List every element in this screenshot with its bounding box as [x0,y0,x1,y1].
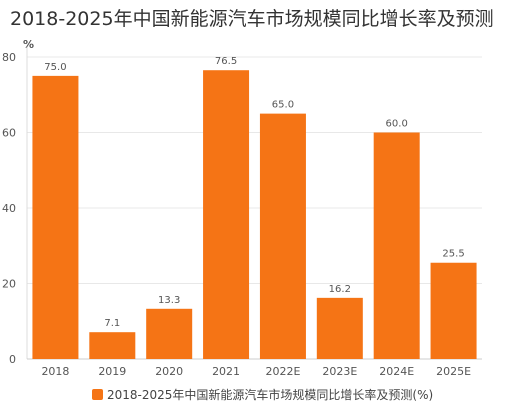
legend: 2018-2025年中国新能源汽车市场规模同比增长率及预测(%) [92,387,433,402]
bar-2021 [203,70,250,360]
y-tick-label: 0 [9,353,16,366]
data-label-2019: 7.1 [104,318,120,329]
legend-swatch [92,389,103,400]
y-tick-label: 20 [2,278,16,291]
y-tick-label: 80 [2,51,16,64]
bar-2018 [32,75,79,359]
x-tick-label-2022E: 2022E [265,365,300,378]
y-tick-label: 40 [2,202,16,215]
bar-series [32,70,477,360]
bar-2022E [259,113,306,359]
x-tick-label-2018: 2018 [41,365,69,378]
data-label-2021: 76.5 [215,56,237,67]
bar-2023E [316,297,363,359]
x-tick-label-2024E: 2024E [379,365,414,378]
bar-2019 [89,332,136,359]
data-label-2022E: 65.0 [272,100,294,111]
data-label-2025E: 25.5 [442,249,464,260]
x-tick-label-2025E: 2025E [436,365,471,378]
bar-2025E [430,262,477,359]
chart-title: 2018-2025年中国新能源汽车市场规模同比增长率及预测 [10,8,494,30]
x-tick-label-2020: 2020 [155,365,183,378]
axes: % 0 20 40 60 80 2018 2019 2020 2021 2022E 2023E 2024… [2,38,482,378]
y-tick-label: 60 [2,127,16,140]
x-tick-label-2019: 2019 [98,365,126,378]
bar-2024E [373,132,420,359]
data-label-2020: 13.3 [158,295,180,306]
bar-2020 [146,308,193,359]
x-tick-label-2023E: 2023E [322,365,357,378]
data-label-2018: 75.0 [44,62,66,73]
y-axis-unit: % [23,38,34,51]
x-tick-label-2021: 2021 [212,365,240,378]
data-label-2023E: 16.2 [329,284,351,295]
data-labels: 75.0 7.1 13.3 76.5 65.0 16.2 60.0 25.5 [44,56,464,329]
data-label-2024E: 60.0 [386,119,408,130]
legend-label: 2018-2025年中国新能源汽车市场规模同比增长率及预测(%) [107,387,433,402]
